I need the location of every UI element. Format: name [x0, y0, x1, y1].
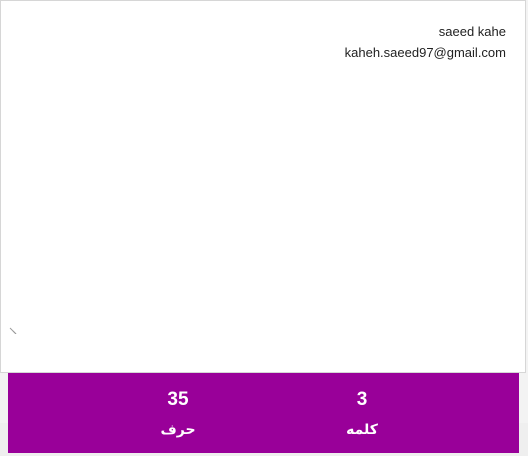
- word-count: 3 کلمه: [322, 389, 402, 438]
- word-count-value: 3: [356, 389, 368, 410]
- text-input-area[interactable]: saeed kahe kaheh.saeed97@gmail.com: [0, 0, 526, 373]
- character-count-label: حرف: [160, 421, 196, 437]
- text-line-name: saeed kahe: [438, 24, 506, 39]
- word-count-label: کلمه: [346, 421, 378, 437]
- character-count-value: 35: [167, 389, 189, 410]
- resize-handle-icon[interactable]: [9, 325, 18, 334]
- text-line-email: kaheh.saeed97@gmail.com: [344, 45, 506, 60]
- text-input-content: saeed kahe kaheh.saeed97@gmail.com: [36, 21, 506, 63]
- counter-bar: 35 حرف 3 کلمه: [8, 373, 519, 453]
- character-count: 35 حرف: [138, 389, 218, 438]
